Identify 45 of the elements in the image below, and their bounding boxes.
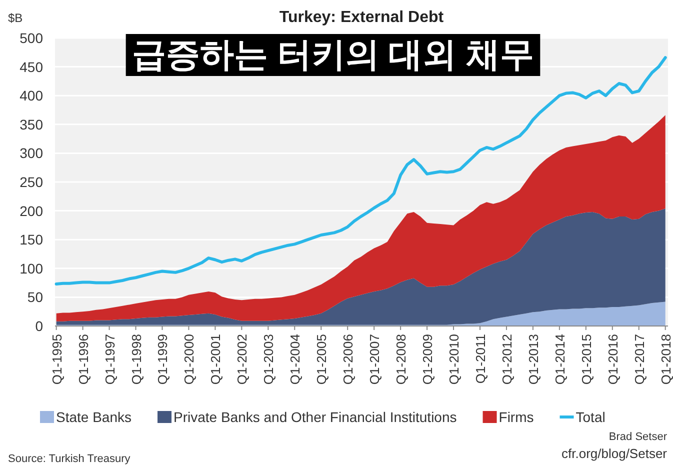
y-tick-label: 0 <box>35 318 44 334</box>
y-tick-label: 400 <box>20 88 44 104</box>
y-axis-title: $B <box>8 11 23 25</box>
y-tick-label: 100 <box>20 260 44 276</box>
x-tick-label: Q1-2010 <box>446 334 462 385</box>
x-tick-label: Q1-2000 <box>182 334 197 385</box>
x-tick-label: Q1-2011 <box>472 334 488 384</box>
x-tick-label: Q1-2008 <box>394 334 409 385</box>
legend-label: Private Banks and Other Financial Institutions <box>174 409 457 425</box>
legend-label: Total <box>576 409 606 425</box>
x-tick-label: Q1-1997 <box>102 334 118 385</box>
y-tick-label: 450 <box>20 58 44 75</box>
y-tick-label: 300 <box>20 145 44 162</box>
x-tick-label: Q1-2001 <box>208 334 224 385</box>
y-tick-label: 350 <box>20 116 44 132</box>
x-tick-label: Q1-2014 <box>552 334 568 385</box>
chart-title: Turkey: External Debt <box>279 9 444 26</box>
y-tick-label: 150 <box>20 232 44 248</box>
legend-label: Firms <box>498 409 534 425</box>
x-tick-label: Q1-2013 <box>526 334 541 385</box>
y-tick-label: 250 <box>20 174 44 190</box>
y-tick-label: 500 <box>20 30 44 46</box>
source-note: Source: Turkish Treasury <box>8 453 131 465</box>
x-tick-label: Q1-1999 <box>155 334 170 385</box>
x-tick-label: Q1-2006 <box>340 334 356 385</box>
y-tick-label: 50 <box>27 289 44 306</box>
x-tick-label: Q1-2003 <box>261 334 276 385</box>
chart-subtitle: 급증하는 터키의 대외 채무 <box>132 36 534 74</box>
x-tick-label: Q1-1998 <box>128 334 144 385</box>
y-tick-label: 200 <box>20 202 44 219</box>
x-tick-label: Q1-2017 <box>632 334 647 385</box>
x-tick-label: Q1-2015 <box>578 334 594 385</box>
text: cfr.org/blog/Setser <box>562 446 668 461</box>
x-tick-label: Q1-2018 <box>658 334 673 385</box>
text: Brad Setser <box>608 431 668 443</box>
x-tick-label: Q1-2016 <box>605 334 620 385</box>
legend-label: State Banks <box>56 409 132 425</box>
x-tick-label: Q1-2005 <box>314 334 330 385</box>
x-tick-label: Q1-2009 <box>420 334 436 385</box>
x-tick-label: Q1-2007 <box>367 334 382 385</box>
x-tick-label: Q1-2004 <box>288 334 303 385</box>
x-tick-label: Q1-1995 <box>49 334 64 385</box>
x-tick-label: Q1-2012 <box>499 334 514 385</box>
x-tick-label: Q1-2002 <box>234 334 250 385</box>
x-tick-label: Q1-1996 <box>76 334 91 385</box>
